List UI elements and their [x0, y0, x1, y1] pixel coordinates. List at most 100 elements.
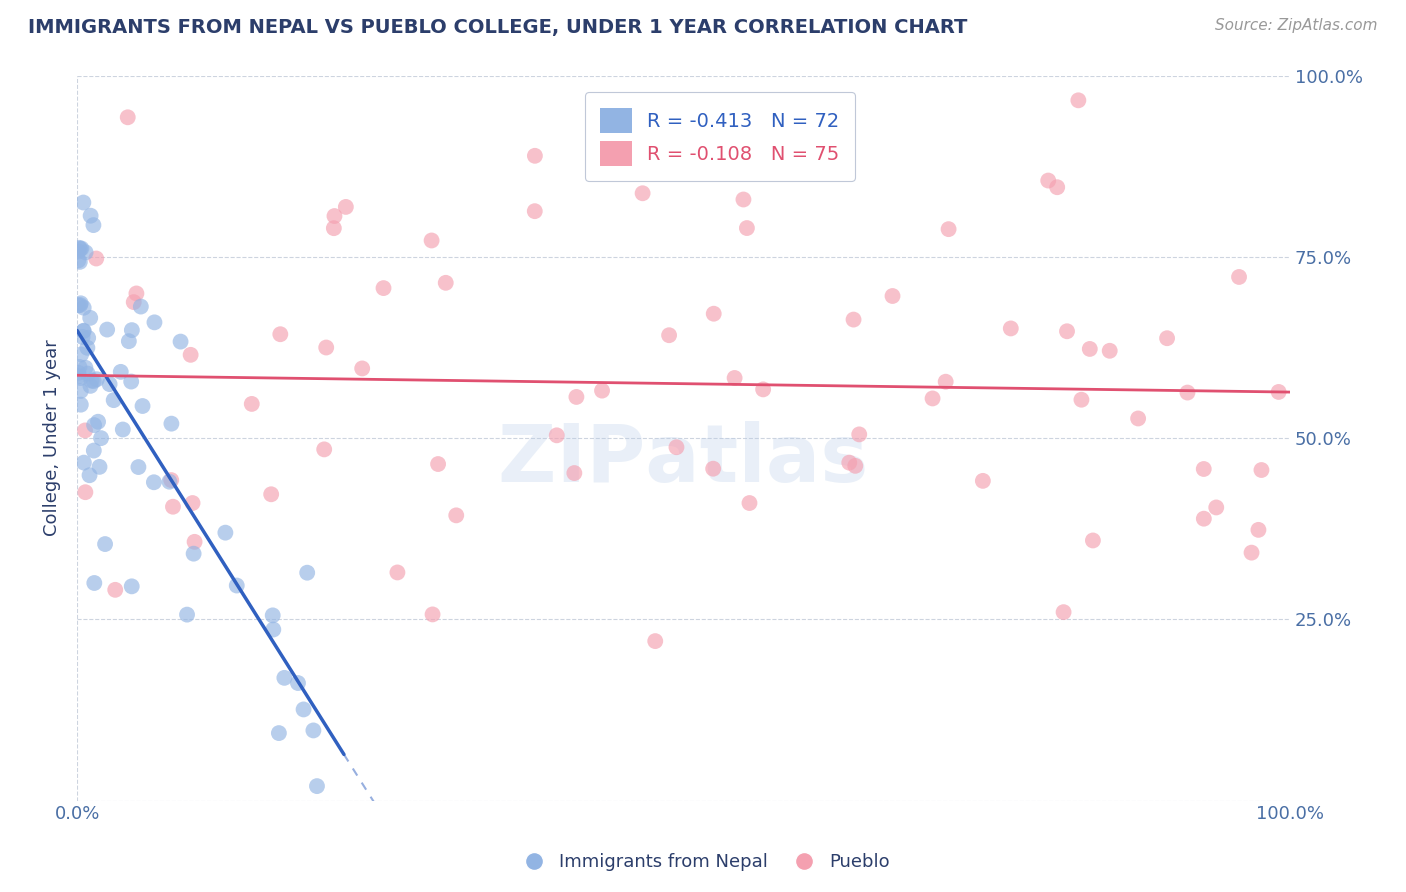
Point	[420, 234, 443, 248]
Point	[169, 334, 191, 349]
Point	[69, 242, 91, 256]
Point	[562, 466, 585, 480]
Point	[1038, 173, 1060, 187]
Point	[735, 221, 758, 235]
Point	[67, 369, 90, 384]
Point	[160, 417, 183, 431]
Point	[844, 458, 866, 473]
Point	[86, 372, 108, 386]
Point	[1250, 463, 1272, 477]
Point	[1247, 523, 1270, 537]
Point	[842, 312, 865, 326]
Point	[121, 323, 143, 337]
Point	[79, 209, 101, 223]
Point	[67, 298, 90, 312]
Point	[225, 578, 247, 592]
Point	[434, 276, 457, 290]
Point	[322, 221, 344, 235]
Point	[122, 295, 145, 310]
Point	[1205, 500, 1227, 515]
Point	[752, 383, 775, 397]
Point	[565, 390, 588, 404]
Point	[972, 474, 994, 488]
Point	[67, 244, 90, 259]
Point	[262, 608, 284, 623]
Point	[644, 634, 666, 648]
Legend: R = -0.413   N = 72, R = -0.108   N = 75: R = -0.413 N = 72, R = -0.108 N = 75	[585, 93, 855, 181]
Point	[1192, 511, 1215, 525]
Point	[1052, 605, 1074, 619]
Point	[79, 310, 101, 325]
Point	[104, 582, 127, 597]
Point	[882, 289, 904, 303]
Point	[702, 461, 724, 475]
Point	[1078, 342, 1101, 356]
Point	[127, 460, 149, 475]
Point	[176, 607, 198, 622]
Point	[70, 242, 93, 256]
Point	[118, 334, 141, 349]
Point	[73, 301, 96, 315]
Point	[1156, 331, 1178, 345]
Point	[1227, 270, 1250, 285]
Point	[938, 222, 960, 236]
Point	[76, 341, 98, 355]
Point	[69, 371, 91, 385]
Point	[315, 341, 337, 355]
Point	[83, 374, 105, 388]
Point	[79, 379, 101, 393]
Point	[1126, 411, 1149, 425]
Point	[159, 475, 181, 489]
Point	[183, 534, 205, 549]
Point	[1046, 180, 1069, 194]
Point	[84, 252, 107, 266]
Point	[848, 427, 870, 442]
Point	[142, 475, 165, 490]
Point	[67, 366, 90, 380]
Point	[373, 281, 395, 295]
Point	[80, 374, 103, 388]
Point	[302, 723, 325, 738]
Point	[73, 324, 96, 338]
Point	[1177, 385, 1199, 400]
Point	[921, 392, 943, 406]
Point	[69, 359, 91, 374]
Point	[1081, 533, 1104, 548]
Point	[295, 566, 318, 580]
Point	[292, 702, 315, 716]
Point	[75, 245, 97, 260]
Point	[305, 779, 328, 793]
Point	[103, 393, 125, 408]
Point	[77, 331, 100, 345]
Point	[83, 443, 105, 458]
Point	[214, 525, 236, 540]
Point	[75, 485, 97, 500]
Point	[1267, 384, 1289, 399]
Point	[262, 623, 284, 637]
Point	[935, 375, 957, 389]
Point	[67, 253, 90, 268]
Point	[83, 418, 105, 433]
Point	[69, 296, 91, 310]
Point	[72, 330, 94, 344]
Point	[1070, 392, 1092, 407]
Point	[131, 399, 153, 413]
Point	[160, 473, 183, 487]
Point	[287, 676, 309, 690]
Point	[125, 286, 148, 301]
Point	[1067, 93, 1090, 107]
Point	[631, 186, 654, 201]
Point	[180, 348, 202, 362]
Point	[335, 200, 357, 214]
Legend: Immigrants from Nepal, Pueblo: Immigrants from Nepal, Pueblo	[509, 847, 897, 879]
Point	[69, 398, 91, 412]
Point	[546, 428, 568, 442]
Point	[89, 459, 111, 474]
Point	[1098, 343, 1121, 358]
Point	[94, 537, 117, 551]
Point	[273, 671, 295, 685]
Point	[181, 496, 204, 510]
Point	[129, 300, 152, 314]
Point	[70, 347, 93, 361]
Point	[444, 508, 467, 523]
